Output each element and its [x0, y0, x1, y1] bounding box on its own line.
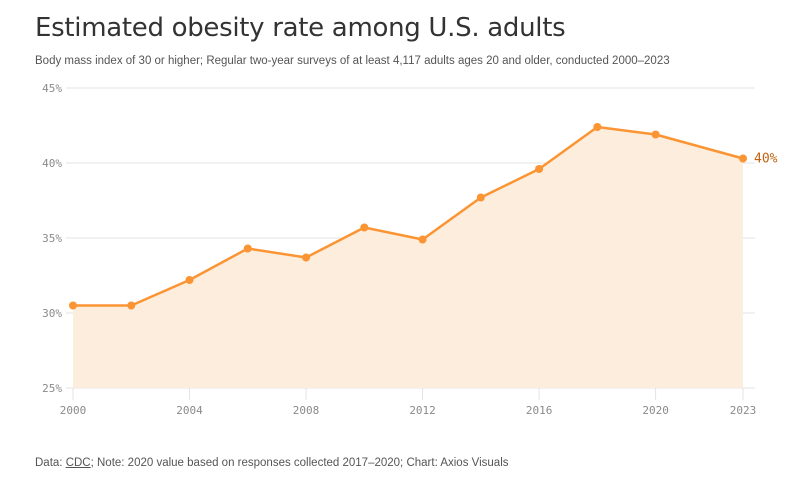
x-tick-label: 2023 [730, 404, 757, 417]
data-point [360, 223, 369, 232]
area-fill [73, 127, 743, 388]
series-line [73, 125, 744, 307]
data-point [302, 253, 311, 262]
source-link-cdc[interactable]: CDC [65, 457, 91, 469]
data-point [185, 276, 194, 284]
x-tick-label: 2020 [642, 404, 669, 417]
data-point [739, 154, 747, 163]
y-tick-label: 35% [42, 232, 62, 245]
footer-data-prefix: Data: [35, 457, 66, 469]
y-tick-label: 30% [42, 307, 62, 320]
end-value-label: 40% [754, 152, 778, 167]
x-tick-label: 2012 [409, 404, 436, 417]
x-tick-label: 2016 [526, 404, 553, 417]
footer-note: ; Note: 2020 value based on responses co… [90, 457, 509, 469]
data-point [243, 244, 252, 253]
chart-title: Estimated obesity rate among U.S. adults [35, 13, 566, 43]
data-point [476, 193, 485, 202]
y-axis: 25% 30% 35% 40% 45% [42, 82, 62, 395]
data-point [593, 123, 602, 131]
x-axis: 2000 2004 2008 2012 2016 2020 2023 [60, 388, 757, 417]
line-chart: 2000 2004 2008 2012 2016 2020 2023 25% 30% 35% 40… [42, 82, 778, 417]
data-points [69, 123, 747, 310]
x-tick-label: 2004 [176, 404, 203, 417]
chart-footer: Data: CDC; Note: 2020 value based on res… [35, 457, 509, 469]
data-point [69, 301, 77, 310]
data-point [651, 130, 660, 139]
data-point [535, 165, 544, 173]
chart-subtitle: Body mass index of 30 or higher; Regular… [35, 55, 670, 67]
x-tick-label: 2008 [293, 404, 320, 417]
x-tick-label: 2000 [60, 404, 87, 417]
y-tick-label: 40% [42, 157, 62, 170]
data-point [127, 301, 136, 310]
annotations: 40% [754, 152, 778, 167]
y-tick-label: 45% [42, 82, 62, 95]
y-tick-label: 25% [42, 382, 62, 395]
data-point [418, 235, 427, 244]
